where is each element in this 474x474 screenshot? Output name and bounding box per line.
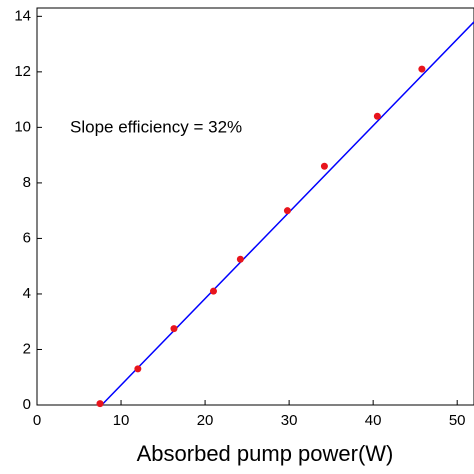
y-tick-label: 10 xyxy=(14,118,31,135)
y-tick-label: 6 xyxy=(23,229,31,246)
data-point xyxy=(209,287,217,295)
x-tick-label: 40 xyxy=(365,412,382,429)
x-axis-label: Absorbed pump power(W) xyxy=(137,441,394,466)
x-tick-label: 20 xyxy=(197,412,214,429)
data-point xyxy=(320,162,328,170)
y-tick-label: 2 xyxy=(23,340,31,357)
y-tick-label: 4 xyxy=(23,285,31,302)
x-tick-label: 30 xyxy=(281,412,298,429)
y-tick-label: 0 xyxy=(23,396,31,413)
y-tick-label: 12 xyxy=(14,63,31,80)
y-tick-label: 8 xyxy=(23,174,31,191)
data-point xyxy=(134,365,142,373)
data-point xyxy=(236,255,244,263)
data-point xyxy=(170,325,178,333)
y-tick-label: 14 xyxy=(14,7,31,24)
data-point xyxy=(373,112,381,120)
plot-frame xyxy=(36,7,474,406)
data-point xyxy=(96,400,104,408)
data-point xyxy=(283,207,291,215)
x-tick-label: 50 xyxy=(449,412,466,429)
data-point xyxy=(418,65,426,73)
annotation: Slope efficiency = 32% xyxy=(70,117,242,136)
x-tick-label: 10 xyxy=(113,412,130,429)
x-tick-label: 0 xyxy=(33,412,41,429)
